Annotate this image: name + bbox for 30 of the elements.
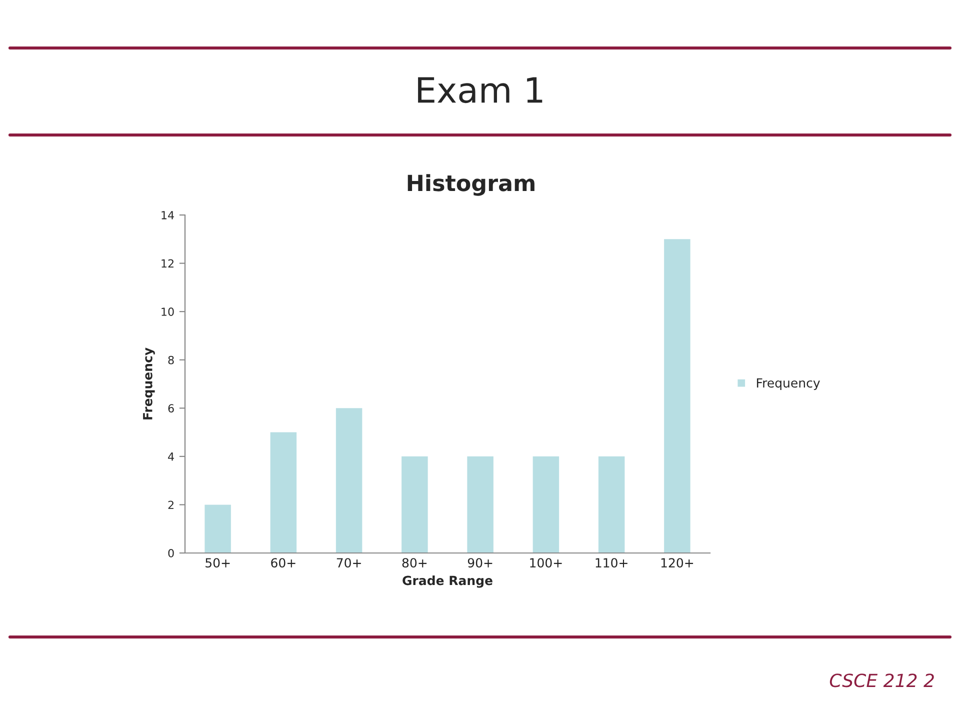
chart-subtitle: Histogram	[408, 174, 534, 196]
bar	[598, 456, 625, 553]
bar	[532, 456, 560, 553]
bar	[204, 504, 231, 553]
bar	[467, 456, 494, 553]
x-axis-title: Grade Range	[402, 576, 492, 588]
y-tick-label: 4	[168, 452, 174, 461]
bar	[664, 239, 690, 553]
y-tick-label: 10	[162, 308, 174, 316]
x-tick-label: 120+	[661, 558, 694, 568]
bar	[402, 456, 428, 553]
text: CSCE 212 2	[830, 674, 934, 688]
x-tick-label: 50+	[206, 558, 230, 568]
y-tick-label: 8	[168, 356, 174, 364]
bar	[336, 408, 362, 553]
chart-title: Exam 1	[418, 77, 542, 104]
y-tick-label: 12	[162, 259, 174, 268]
x-tick-label: 110+	[596, 558, 628, 568]
x-tick-label: 80+	[402, 558, 427, 568]
legend-label: Frequency	[756, 378, 820, 390]
y-axis-title: Frequency	[143, 348, 155, 420]
x-tick-label: 60+	[271, 558, 296, 568]
y-tick-label: 0	[168, 548, 174, 558]
x-tick-label: 70+	[336, 558, 361, 568]
y-tick-label: 2	[168, 500, 174, 509]
y-tick-label: 6	[168, 404, 174, 413]
x-tick-label: 90+	[468, 558, 492, 568]
x-tick-label: 100+	[530, 558, 562, 568]
bar	[270, 432, 297, 553]
y-tick-label: 14	[162, 211, 174, 220]
